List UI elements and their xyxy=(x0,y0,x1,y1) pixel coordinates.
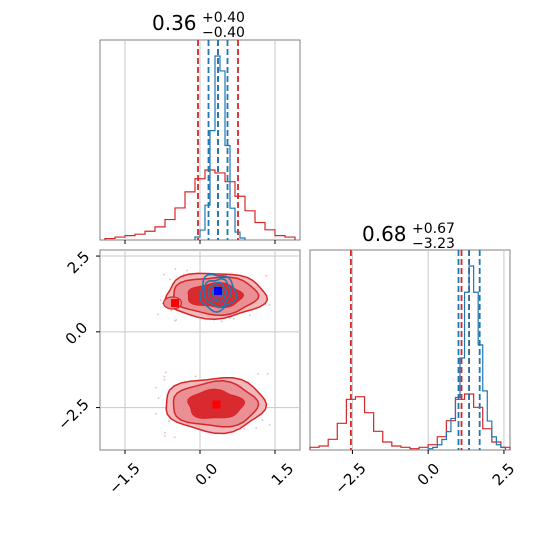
bl-scatter-point xyxy=(265,274,268,277)
xtick-br-0p0: 0.0 xyxy=(414,460,444,490)
bl-scatter-point xyxy=(163,375,166,378)
ytick-label-0p0: 0.0 xyxy=(62,319,92,349)
bl-scatter-point xyxy=(268,423,271,426)
bottom-left-contour xyxy=(154,268,271,439)
bl-scatter-point xyxy=(163,273,166,276)
bl-scatter-point xyxy=(173,436,176,439)
bottom-right-panel-frame xyxy=(309,249,511,451)
bl-scatter-point xyxy=(164,431,166,434)
bl-scatter-point xyxy=(268,304,271,306)
bl-contour-blue-2 xyxy=(208,281,228,303)
title-bottom-right-median: 0.68 xyxy=(362,222,407,246)
bl-scatter-point xyxy=(157,397,160,399)
bl-scatter-point xyxy=(186,269,188,272)
title-top-left-plus: +0.40 xyxy=(202,10,245,26)
bl-scatter-point xyxy=(232,317,235,320)
bl-scatter-point xyxy=(157,313,159,316)
top-left-histogram xyxy=(104,40,296,240)
title-top-left-median: 0.36 xyxy=(152,11,197,35)
bl-scatter-point xyxy=(167,420,170,423)
bl-contour-blue-0 xyxy=(199,273,238,313)
bl-scatter-point xyxy=(170,309,173,312)
title-bottom-right-minus: −3.23 xyxy=(412,236,455,252)
bl-scatter-point xyxy=(248,314,251,317)
title-bottom-right-plus: +0.67 xyxy=(412,221,455,237)
bl-scatter-point xyxy=(194,375,197,378)
xtick-br-neg2p5: −2.5 xyxy=(331,459,369,497)
bl-marker-marker_blue-0 xyxy=(214,286,222,295)
bl-scatter-point xyxy=(255,426,258,429)
bl-scatter-point xyxy=(163,378,166,381)
bl-scatter-point xyxy=(163,434,166,437)
br-hist-blue xyxy=(427,265,507,450)
bl-scatter-point xyxy=(266,372,269,375)
bl-contour-blue-1 xyxy=(204,277,233,309)
bl-scatter-point xyxy=(174,268,177,270)
bottom-right-histogram xyxy=(309,250,511,450)
bl-scatter-point xyxy=(155,386,157,389)
xtick-bl-0p0: 0.0 xyxy=(192,460,222,490)
bl-scatter-point xyxy=(174,319,177,322)
xtick-bl-1p5: 1.5 xyxy=(268,460,298,490)
bl-scatter-point xyxy=(164,371,167,374)
bl-scatter-point xyxy=(257,372,259,375)
bl-scatter-point xyxy=(228,317,231,319)
tl-hist-blue xyxy=(194,55,246,240)
bl-scatter-point xyxy=(261,419,264,421)
xtick-br-2p5: 2.5 xyxy=(489,460,519,490)
title-top-left-minus: −0.40 xyxy=(202,25,245,41)
bl-marker-marker_red-2 xyxy=(212,400,221,409)
axis-ticks xyxy=(96,240,505,454)
bl-scatter-point xyxy=(243,427,246,430)
br-hist-red xyxy=(309,393,511,450)
bl-scatter-point xyxy=(154,412,157,415)
ytick-label-2p5: 2.5 xyxy=(64,248,94,278)
xtick-bl-neg1p5: −1.5 xyxy=(105,459,143,497)
tl-hist-red xyxy=(104,169,296,240)
bl-marker-marker_red-1 xyxy=(171,299,179,308)
ytick-label-neg2p5: −2.5 xyxy=(54,395,92,433)
bl-scatter-point xyxy=(169,278,171,281)
bl-scatter-point xyxy=(159,299,162,302)
bl-scatter-point xyxy=(220,320,223,323)
